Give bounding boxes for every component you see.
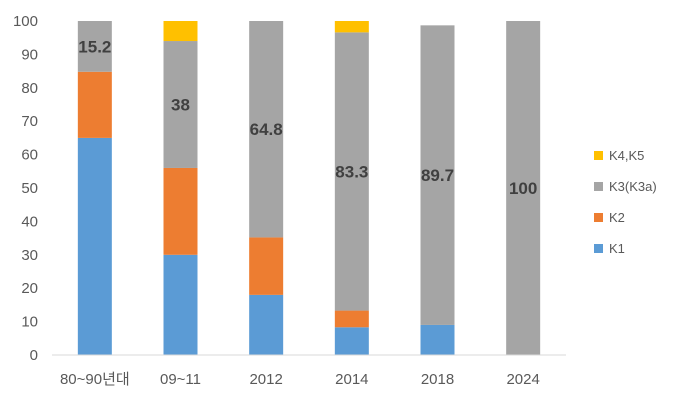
x-tick-label: 80~90년대 [60,371,130,388]
bar-segment-k4-k5 [334,21,369,33]
bars [77,21,541,355]
y-tick-label: 100 [13,13,38,30]
bar-segment-k1 [163,254,198,355]
data-labels: 15.2 38 64.8 83.3 89.7 100 [78,37,537,198]
y-tick-label: 50 [21,180,38,197]
bar-segment-k1 [77,137,112,355]
bar-segment-k1 [334,327,369,355]
bar-segment-k3-k3a [249,21,284,238]
y-tick-label: 80 [21,80,38,97]
legend-swatch [594,151,603,160]
data-label: 100 [509,179,537,198]
bar-segment-k3-k3a [163,41,198,168]
legend-swatch [594,182,603,191]
bar-segment-k2 [334,310,369,328]
x-tick-label: 2024 [506,371,539,388]
data-label: 64.8 [250,120,283,139]
bar-segment-k4-k5 [163,21,198,42]
bar-segment-k2 [249,237,284,295]
x-tick-label: 2018 [421,371,454,388]
x-axis-ticks: 80~90년대 09~11 2012 2014 2018 2024 [60,371,540,388]
legend-swatch [594,244,603,253]
y-tick-label: 20 [21,280,38,297]
data-label: 15.2 [78,37,111,56]
legend-label: K1 [609,241,625,256]
data-label: 83.3 [335,162,368,181]
y-tick-label: 0 [30,347,38,364]
bar-segment-k1 [249,294,284,355]
y-tick-label: 90 [21,46,38,63]
y-axis-ticks: 0 10 20 30 40 50 60 70 80 90 100 [13,13,38,364]
bar-segment-k2 [163,167,198,255]
y-tick-label: 40 [21,213,38,230]
bar-segment-k3-k3a [334,32,369,311]
bar-segment-k3-k3a [506,21,541,355]
bar-segment-k1 [420,324,455,355]
bar-segment-k3-k3a [420,25,455,325]
x-tick-label: 2012 [249,371,282,388]
bar-segment-k3-k3a [77,21,112,72]
x-tick-label: 09~11 [160,371,201,388]
legend-label: K2 [609,210,625,225]
data-label: 38 [171,96,190,115]
legend-label: K4,K5 [609,148,644,163]
data-label: 89.7 [421,166,454,185]
bar-segment-k2 [77,71,112,138]
y-tick-label: 70 [21,113,38,130]
legend-swatch [594,213,603,222]
y-tick-label: 10 [21,314,38,331]
y-tick-label: 60 [21,147,38,164]
y-tick-label: 30 [21,247,38,264]
legend-label: K3(K3a) [609,179,657,194]
legend: K4,K5 K3(K3a) K2 K1 [594,148,657,256]
x-tick-label: 2014 [335,371,368,388]
